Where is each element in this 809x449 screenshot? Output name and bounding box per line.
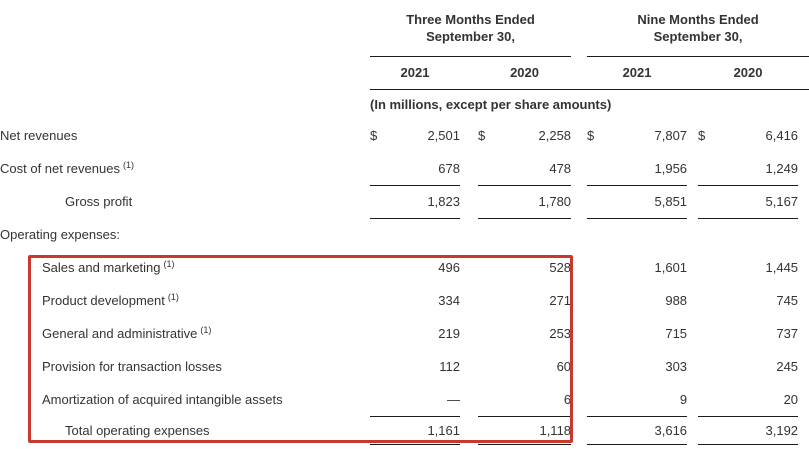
row-label: Gross profit	[65, 194, 133, 209]
value-cell: 6	[478, 383, 572, 417]
value-cell: 7,807	[654, 128, 688, 143]
value-cell: 5,851	[587, 185, 688, 219]
value-cell: 496	[438, 260, 460, 275]
row-label: General and administrative (1)	[42, 325, 212, 341]
footnote-marker: (1)	[167, 292, 179, 302]
value-cell: 219	[438, 326, 460, 341]
row-label: Sales and marketing (1)	[42, 259, 175, 275]
value-cell: 3,192	[698, 416, 799, 445]
value-cell	[478, 218, 571, 251]
table-row-cost-of-net-revenues: Cost of net revenues (1) 678 478 1,956 1,…	[0, 152, 809, 186]
column-group-header-three-months: Three Months Ended September 30,	[370, 0, 572, 57]
dollar-sign: $	[370, 128, 378, 143]
year-column-header: 2020	[698, 56, 799, 90]
value-cell: 528	[549, 260, 572, 275]
table-row-operating-expenses-heading: Operating expenses:	[0, 218, 809, 251]
value-cell: 253	[549, 326, 572, 341]
column-group-header-nine-months: Nine Months Ended September 30,	[587, 0, 809, 57]
value-cell: 1,780	[478, 185, 572, 219]
value-cell: —	[370, 383, 460, 417]
footnote-marker: (1)	[122, 160, 134, 170]
value-cell: 737	[776, 326, 799, 341]
value-cell: 988	[665, 293, 688, 308]
value-cell: 1,601	[654, 260, 688, 275]
value-cell: 3,616	[587, 416, 688, 445]
value-cell	[370, 218, 460, 251]
dollar-sign: $	[478, 128, 486, 143]
table-row-net-revenues: Net revenues $ 2,501 $ 2,258 $ 7,807 $ 6…	[0, 119, 809, 152]
table-row-total-operating-expenses: Total operating expenses 1,161 1,118 3,6…	[0, 416, 809, 445]
table-row-product-development: Product development (1) 334 271 988 745	[0, 284, 809, 317]
units-note: (In millions, except per share amounts)	[370, 96, 612, 112]
footnote-marker: (1)	[163, 259, 175, 269]
group-title-line1: Three Months Ended	[406, 11, 535, 27]
value-cell: 478	[478, 152, 572, 186]
value-cell: 1,823	[370, 185, 460, 219]
value-cell: 1,445	[765, 260, 799, 275]
row-label: Provision for transaction losses	[42, 359, 222, 374]
table-row: Three Months Ended September 30, Nine Mo…	[0, 0, 809, 57]
value-cell: 20	[698, 383, 799, 417]
row-label: Product development (1)	[42, 292, 179, 308]
value-cell: 271	[549, 293, 572, 308]
value-cell: 1,161	[370, 416, 460, 445]
value-cell: 303	[665, 359, 688, 374]
value-cell: 334	[438, 293, 460, 308]
value-cell	[698, 218, 798, 251]
table-row: 2021 2020 2021 2020	[0, 56, 809, 90]
value-cell	[587, 218, 687, 251]
row-label: Amortization of acquired intangible asse…	[42, 392, 283, 407]
value-cell: 6,416	[765, 128, 799, 143]
value-cell: 245	[776, 359, 799, 374]
value-cell: 1,118	[478, 416, 572, 445]
group-title-line2: September 30,	[426, 28, 515, 44]
row-label: Cost of net revenues (1)	[0, 160, 134, 176]
value-cell: 2,258	[538, 128, 572, 143]
dollar-sign: $	[698, 128, 706, 143]
footnote-marker: (1)	[200, 325, 212, 335]
row-label: Net revenues	[0, 128, 78, 143]
table-row: (In millions, except per share amounts)	[0, 89, 809, 119]
group-title-line1: Nine Months Ended	[637, 11, 759, 27]
value-cell: 2,501	[427, 128, 460, 143]
value-cell: 678	[370, 152, 460, 186]
year-column-header: 2021	[587, 56, 688, 90]
table-row-amortization-of-acquired-intangible-assets: Amortization of acquired intangible asse…	[0, 383, 809, 417]
table-row-general-and-administrative: General and administrative (1) 219 253 71…	[0, 317, 809, 350]
dollar-sign: $	[587, 128, 595, 143]
table-row-gross-profit: Gross profit 1,823 1,780 5,851 5,167	[0, 185, 809, 219]
row-label: Operating expenses:	[0, 227, 120, 242]
year-column-header: 2020	[478, 56, 572, 90]
value-cell: 9	[587, 383, 688, 417]
value-cell: 1,249	[698, 152, 799, 186]
row-label: Total operating expenses	[65, 422, 210, 438]
table-row-provision-for-transaction-losses: Provision for transaction losses 112 60 …	[0, 350, 809, 383]
value-cell: 112	[439, 359, 460, 374]
value-cell: 1,956	[587, 152, 688, 186]
value-cell: 5,167	[698, 185, 799, 219]
value-cell: 715	[665, 326, 688, 341]
table-row-sales-and-marketing: Sales and marketing (1) 496 528 1,601 1,4…	[0, 251, 809, 284]
value-cell: 60	[556, 359, 572, 374]
group-title-line2: September 30,	[653, 28, 743, 44]
value-cell: 745	[776, 293, 799, 308]
year-column-header: 2021	[370, 56, 460, 90]
